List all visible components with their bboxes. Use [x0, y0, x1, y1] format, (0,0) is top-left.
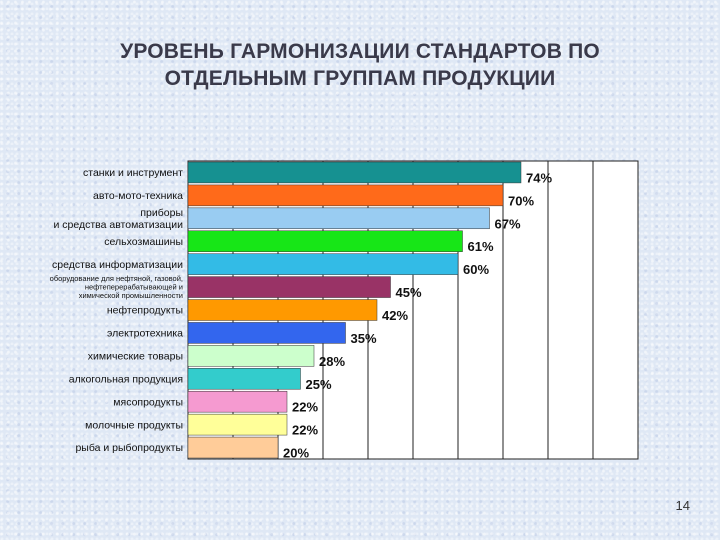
- bar-1: [187, 161, 522, 184]
- category-label-10: алкогольная продукция: [69, 373, 183, 385]
- value-label-8: 35%: [351, 331, 377, 346]
- value-label-3: 67%: [495, 216, 521, 231]
- bar-9: [187, 345, 315, 367]
- value-label-5: 60%: [463, 262, 489, 277]
- bar-3: [187, 207, 490, 230]
- category-label-13: рыба и рыбопродукты: [75, 442, 183, 454]
- bar-8: [187, 322, 346, 344]
- category-label-6: оборудование для нефтяной, газовой, нефте…: [50, 274, 183, 300]
- category-label-2: авто-мото-техника: [93, 190, 183, 202]
- value-label-9: 28%: [319, 354, 345, 369]
- value-label-4: 61%: [468, 239, 494, 254]
- value-label-13: 20%: [283, 446, 309, 461]
- bar-5: [187, 253, 459, 275]
- category-label-4: сельхозмашины: [104, 236, 183, 248]
- value-label-2: 70%: [508, 193, 534, 208]
- bar-4: [187, 230, 463, 252]
- value-label-1: 74%: [526, 170, 552, 185]
- value-label-10: 25%: [306, 377, 332, 392]
- slide-title: УРОВЕНЬ ГАРМОНИЗАЦИИ СТАНДАРТОВ ПО ОТДЕЛ…: [40, 38, 680, 92]
- category-label-8: электротехника: [107, 328, 183, 340]
- category-label-9: химические товары: [88, 351, 183, 363]
- bar-2: [187, 184, 504, 207]
- value-label-6: 45%: [396, 285, 422, 300]
- bar-12: [187, 413, 288, 436]
- category-label-5: средства информатизации: [52, 259, 183, 271]
- category-label-12: молочные продукты: [85, 419, 183, 431]
- bar-13: [187, 436, 279, 459]
- value-label-11: 22%: [292, 400, 318, 415]
- bar-11: [187, 390, 288, 413]
- bar-10: [187, 368, 301, 390]
- category-label-3: приборы и средства автоматизации: [53, 207, 183, 231]
- value-label-7: 42%: [382, 308, 408, 323]
- category-label-7: нефтепродукты: [107, 305, 183, 317]
- value-label-12: 22%: [292, 423, 318, 438]
- bar-7: [187, 299, 378, 321]
- bar-6: [187, 276, 391, 298]
- category-label-1: станки и инструмент: [83, 167, 183, 179]
- category-label-11: мясопродукты: [113, 396, 183, 408]
- slide-title-line-1: УРОВЕНЬ ГАРМОНИЗАЦИИ СТАНДАРТОВ ПО: [120, 40, 600, 63]
- slide-title-line-2: ОТДЕЛЬНЫМ ГРУППАМ ПРОДУКЦИИ: [164, 67, 556, 90]
- page-number: 14: [675, 498, 690, 513]
